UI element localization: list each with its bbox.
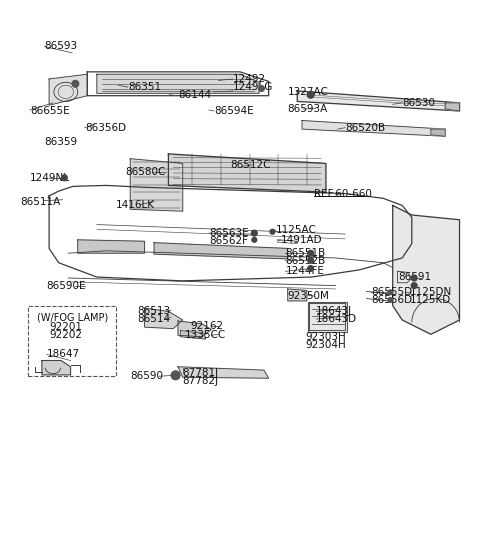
- Text: 86580C: 86580C: [125, 167, 166, 177]
- Text: 86590E: 86590E: [47, 281, 86, 291]
- Circle shape: [308, 257, 313, 263]
- Text: 18643D: 18643D: [315, 314, 357, 324]
- Text: 86593A: 86593A: [288, 104, 328, 114]
- Circle shape: [411, 275, 417, 281]
- Text: 86594E: 86594E: [214, 106, 253, 116]
- Text: 1244FE: 1244FE: [285, 266, 324, 276]
- Polygon shape: [393, 205, 459, 334]
- Text: 86563E: 86563E: [209, 228, 249, 238]
- Polygon shape: [431, 129, 445, 136]
- Circle shape: [270, 230, 275, 234]
- Circle shape: [252, 230, 257, 236]
- Polygon shape: [180, 331, 205, 339]
- Polygon shape: [168, 154, 326, 192]
- Polygon shape: [144, 308, 183, 328]
- Text: 92202: 92202: [49, 330, 82, 340]
- Text: 87781J: 87781J: [183, 369, 219, 378]
- Text: 86555D: 86555D: [371, 287, 412, 297]
- Text: 86593: 86593: [44, 41, 77, 51]
- Polygon shape: [42, 361, 71, 375]
- Text: 1327AC: 1327AC: [288, 87, 329, 97]
- Text: 86144: 86144: [178, 90, 211, 100]
- Text: 1491AD: 1491AD: [281, 235, 322, 245]
- Text: 1335CC: 1335CC: [185, 330, 227, 340]
- Text: 86511A: 86511A: [21, 197, 61, 207]
- Circle shape: [388, 290, 393, 295]
- Text: (W/FOG LAMP): (W/FOG LAMP): [37, 312, 108, 323]
- Circle shape: [388, 297, 393, 302]
- Polygon shape: [178, 321, 211, 337]
- Text: 92201: 92201: [49, 322, 82, 332]
- Polygon shape: [302, 120, 445, 136]
- Text: 1125KD: 1125KD: [409, 295, 451, 305]
- Text: 12492: 12492: [233, 74, 266, 84]
- FancyBboxPatch shape: [308, 302, 347, 332]
- Text: 92304H: 92304H: [306, 340, 347, 350]
- Text: 86556D: 86556D: [371, 295, 412, 305]
- Polygon shape: [130, 159, 183, 211]
- Text: 86655E: 86655E: [30, 106, 70, 116]
- Polygon shape: [178, 367, 269, 378]
- Text: 86512C: 86512C: [230, 160, 271, 170]
- Circle shape: [411, 283, 417, 288]
- Text: 86520B: 86520B: [345, 123, 385, 133]
- Polygon shape: [154, 243, 288, 259]
- Polygon shape: [445, 103, 459, 111]
- Polygon shape: [97, 74, 259, 93]
- Text: 92162: 92162: [190, 320, 223, 331]
- Circle shape: [61, 175, 67, 181]
- Polygon shape: [49, 74, 87, 105]
- Polygon shape: [309, 303, 345, 331]
- Circle shape: [171, 371, 180, 380]
- Text: 1249LG: 1249LG: [233, 82, 273, 92]
- Text: 18643J: 18643J: [315, 307, 351, 316]
- Text: 1125DN: 1125DN: [409, 287, 452, 297]
- Polygon shape: [288, 289, 307, 301]
- Polygon shape: [297, 91, 459, 111]
- Circle shape: [308, 265, 313, 271]
- Circle shape: [72, 80, 79, 87]
- Text: 86356D: 86356D: [85, 123, 126, 133]
- Text: 86530: 86530: [402, 98, 435, 108]
- Text: 86359: 86359: [44, 137, 77, 148]
- Text: 92303H: 92303H: [306, 332, 347, 342]
- Text: 1249NL: 1249NL: [30, 173, 70, 183]
- Circle shape: [307, 91, 314, 98]
- Circle shape: [308, 250, 313, 256]
- Text: 86514: 86514: [137, 314, 170, 324]
- Text: 1416LK: 1416LK: [116, 201, 155, 210]
- Text: 86591: 86591: [398, 272, 432, 282]
- Circle shape: [259, 86, 264, 91]
- Text: 18647: 18647: [47, 349, 80, 360]
- Text: 86551B: 86551B: [285, 248, 325, 258]
- Text: 86552B: 86552B: [285, 256, 325, 266]
- Text: 87782J: 87782J: [183, 376, 219, 386]
- Circle shape: [252, 238, 257, 242]
- Text: 86590: 86590: [130, 371, 163, 381]
- Text: 86562F: 86562F: [209, 236, 248, 246]
- Text: 86351: 86351: [128, 82, 161, 92]
- Text: REF.60-660: REF.60-660: [314, 188, 372, 198]
- Text: 1125AC: 1125AC: [276, 225, 317, 235]
- Polygon shape: [78, 240, 144, 253]
- Text: 86513: 86513: [137, 307, 170, 316]
- Text: 92350M: 92350M: [288, 291, 330, 301]
